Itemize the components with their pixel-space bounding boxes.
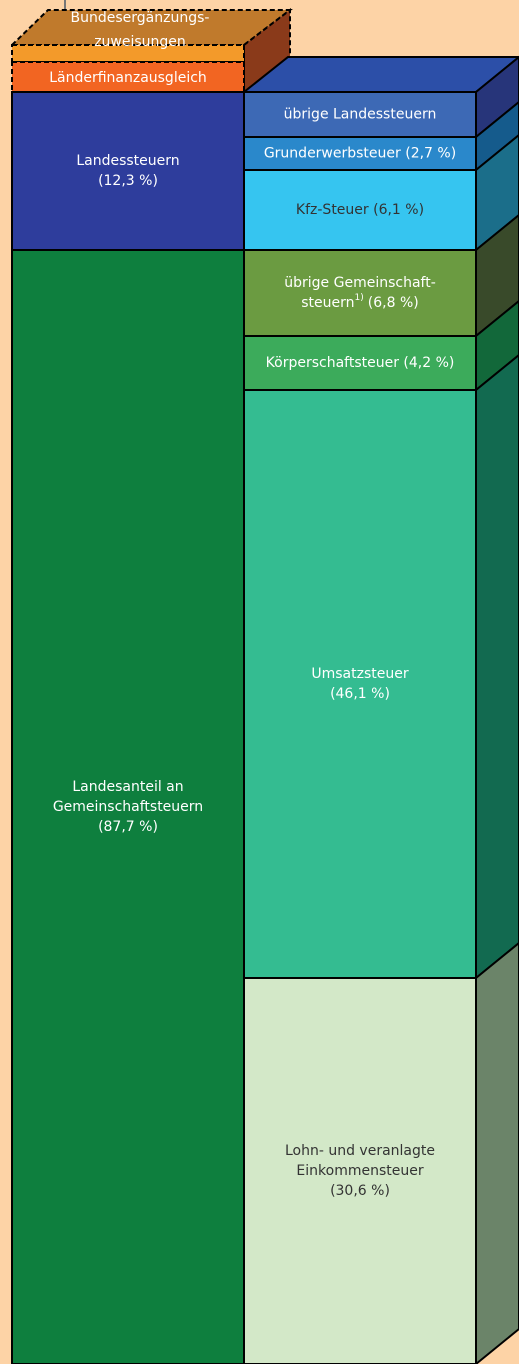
label: Einkommensteuer	[296, 1163, 423, 1179]
label: Kfz-Steuer (6,1 %)	[296, 202, 424, 218]
label-line: Einkommensteuer	[296, 1163, 423, 1179]
label-line: steuern	[301, 295, 354, 311]
label-line: übrige Landessteuern	[284, 107, 437, 123]
footnote: 1)	[355, 293, 364, 303]
right-block	[243, 335, 477, 391]
right-side	[475, 941, 519, 1364]
right-block	[243, 91, 477, 138]
label: übrige Landessteuern	[284, 107, 437, 123]
right-block	[243, 977, 477, 1364]
label: übrige Gemeinschaft-	[284, 275, 436, 291]
label: Landesanteil an	[72, 779, 183, 795]
label-line: Gemeinschaftsteuern	[53, 799, 203, 815]
label-line: Landesanteil an	[72, 779, 183, 795]
label: Landessteuern	[76, 153, 179, 169]
label: Länderfinanzausgleich	[49, 70, 207, 86]
right-block	[243, 389, 477, 979]
label-line: Kfz-Steuer (6,1 %)	[296, 202, 424, 218]
label-line: (12,3 %)	[98, 173, 158, 189]
right-block	[243, 136, 477, 171]
label-rest: (6,8 %)	[368, 295, 419, 311]
label: zuweisungen	[94, 34, 186, 50]
label: Grunderwerbsteuer (2,7 %)	[264, 146, 456, 162]
label-line: (87,7 %)	[98, 819, 158, 835]
label-line: (30,6 %)	[330, 1183, 390, 1199]
label-line: Lohn- und veranlagte	[285, 1143, 435, 1159]
label: (46,1 %)	[330, 686, 390, 702]
left-block	[11, 249, 245, 1364]
label-line: Körperschaftsteuer (4,2 %)	[266, 355, 455, 371]
left-block	[11, 91, 245, 251]
label: Bundesergänzungs-	[71, 10, 210, 26]
label: (30,6 %)	[330, 1183, 390, 1199]
label-line: Landessteuern	[76, 153, 179, 169]
label: (87,7 %)	[98, 819, 158, 835]
label-line: Umsatzsteuer	[311, 666, 408, 682]
label-line: Grunderwerbsteuer (2,7 %)	[264, 146, 456, 162]
right-side	[475, 353, 519, 981]
label-line: (46,1 %)	[330, 686, 390, 702]
label: Lohn- und veranlagte	[285, 1143, 435, 1159]
label: Umsatzsteuer	[311, 666, 408, 682]
right-block	[243, 249, 477, 337]
label: (12,3 %)	[98, 173, 158, 189]
laenderfinanz-block	[11, 61, 245, 93]
label: Gemeinschaftsteuern	[53, 799, 203, 815]
label: Körperschaftsteuer (4,2 %)	[266, 355, 455, 371]
right-top	[241, 56, 519, 93]
label-line: übrige Gemeinschaft-	[284, 275, 436, 291]
label: steuern1) (6,8 %)	[301, 293, 418, 312]
